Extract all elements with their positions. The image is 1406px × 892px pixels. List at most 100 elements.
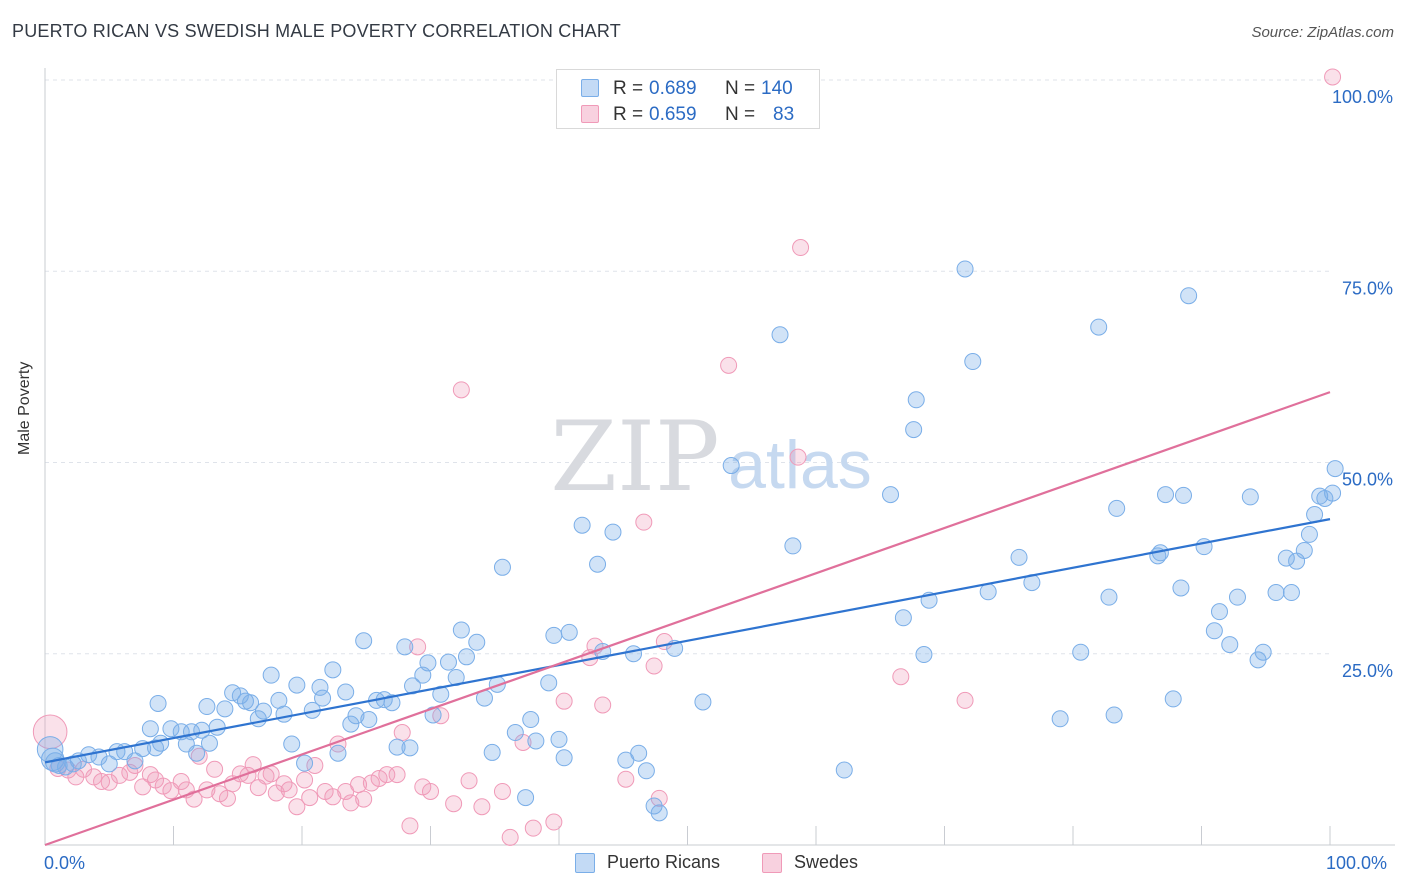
legend-swatch-blue <box>575 853 595 873</box>
puerto-rican-point <box>424 706 442 724</box>
puerto-rican-point <box>964 353 982 371</box>
legend-label-swedes: Swedes <box>794 852 859 872</box>
puerto-rican-point <box>162 720 180 738</box>
swede-point <box>141 766 159 784</box>
swede-point <box>324 788 342 806</box>
swede-point <box>473 798 491 816</box>
puerto-rican-point <box>275 705 293 723</box>
puerto-rican-point <box>141 720 159 738</box>
puerto-rican-point <box>216 700 234 718</box>
puerto-rican-point <box>506 724 524 742</box>
swede-point <box>218 789 236 807</box>
swede-point <box>206 760 224 778</box>
swede-point <box>342 794 360 812</box>
puerto-rican-point <box>1072 643 1090 661</box>
puerto-rican-point <box>979 583 997 601</box>
puerto-rican-point <box>835 761 853 779</box>
swede-point <box>393 724 411 742</box>
puerto-rican-point <box>231 687 249 705</box>
puerto-rican-point <box>1210 603 1228 621</box>
legend-swatch-pink <box>581 105 599 123</box>
swede-point <box>172 773 190 791</box>
puerto-rican-point <box>468 633 486 651</box>
puerto-rican-point <box>360 711 378 729</box>
puerto-rican-point <box>388 738 406 756</box>
stats-legend: R = 0.689 N = 140 R = 0.659 N = 83 <box>556 69 820 129</box>
puerto-rican-point <box>1282 584 1300 602</box>
puerto-rican-point <box>722 457 740 475</box>
puerto-rican-point <box>262 666 280 684</box>
swede-point <box>956 691 974 709</box>
puerto-rican-point <box>956 260 974 278</box>
puerto-rican-point <box>432 685 450 703</box>
puerto-rican-point <box>1326 460 1344 478</box>
puerto-rican-point <box>1100 588 1118 606</box>
puerto-rican-point <box>1221 636 1239 654</box>
swede-point <box>185 790 203 808</box>
puerto-rican-point <box>1164 690 1182 708</box>
puerto-rican-point <box>517 789 535 807</box>
puerto-rican-point <box>1241 488 1259 506</box>
puerto-rican-point <box>550 730 568 748</box>
swede-point <box>555 692 573 710</box>
swede-point <box>100 773 118 791</box>
legend-r-value: 0.689 <box>649 78 697 99</box>
puerto-rican-point <box>396 638 414 656</box>
puerto-rican-point <box>208 718 226 736</box>
swede-point <box>422 782 439 800</box>
swede-point <box>355 790 373 808</box>
puerto-rican-point <box>283 735 301 753</box>
x-tick-label-min: 0.0% <box>44 853 86 873</box>
legend-n-label: N = <box>725 104 756 125</box>
puerto-rican-point <box>126 752 144 770</box>
swede-point <box>617 770 635 788</box>
puerto-rican-point <box>1180 287 1198 305</box>
puerto-rican-point <box>401 739 419 757</box>
puerto-rican-point <box>905 421 923 439</box>
puerto-rican-point <box>894 609 912 627</box>
puerto-rican-point <box>383 694 401 712</box>
swede-point <box>388 766 406 784</box>
puerto-rican-point <box>1105 706 1123 724</box>
puerto-rican-point <box>457 648 475 666</box>
y-tick-label: 25.0% <box>1342 661 1393 681</box>
puerto-rican-point <box>347 707 365 725</box>
puerto-rican-point <box>589 555 607 573</box>
legend-label-puerto-ricans: Puerto Ricans <box>607 852 721 872</box>
puerto-rican-point <box>1090 318 1108 336</box>
puerto-rican-point <box>784 537 802 555</box>
puerto-rican-point <box>1175 486 1193 504</box>
swede-point <box>409 638 427 656</box>
swede-point <box>296 771 314 789</box>
series-legend: Puerto Ricans Swedes <box>0 852 1406 876</box>
swede-point <box>301 789 319 807</box>
puerto-rican-point <box>1205 622 1223 640</box>
swede-point <box>635 513 653 531</box>
swede-point <box>460 772 478 790</box>
puerto-rican-point <box>1254 643 1272 661</box>
swede-point <box>288 798 306 816</box>
puerto-rican-point <box>604 523 622 541</box>
puerto-rican-point <box>1157 486 1175 504</box>
puerto-rican-point <box>1108 499 1126 517</box>
puerto-rican-point <box>200 734 218 752</box>
legend-r-label: R = <box>613 78 644 99</box>
swede-point <box>645 657 663 675</box>
puerto-rican-point <box>296 754 314 772</box>
swede-point <box>280 781 298 799</box>
puerto-rican-point <box>771 326 789 344</box>
puerto-rican-point <box>694 693 712 711</box>
puerto-rican-point <box>493 558 511 576</box>
puerto-rican-point <box>329 744 347 762</box>
swede-point <box>306 756 324 774</box>
y-tick-label: 50.0% <box>1342 470 1393 490</box>
puerto-rican-point <box>483 743 501 761</box>
legend-r-label: R = <box>613 104 644 125</box>
puerto-rican-point <box>1228 588 1246 606</box>
puerto-rican-point <box>1324 484 1342 502</box>
puerto-rican-point <box>149 694 167 712</box>
puerto-rican-point <box>1295 541 1313 559</box>
puerto-rican-point <box>1277 549 1295 567</box>
swede-point <box>126 756 144 774</box>
puerto-rican-point <box>324 661 342 679</box>
